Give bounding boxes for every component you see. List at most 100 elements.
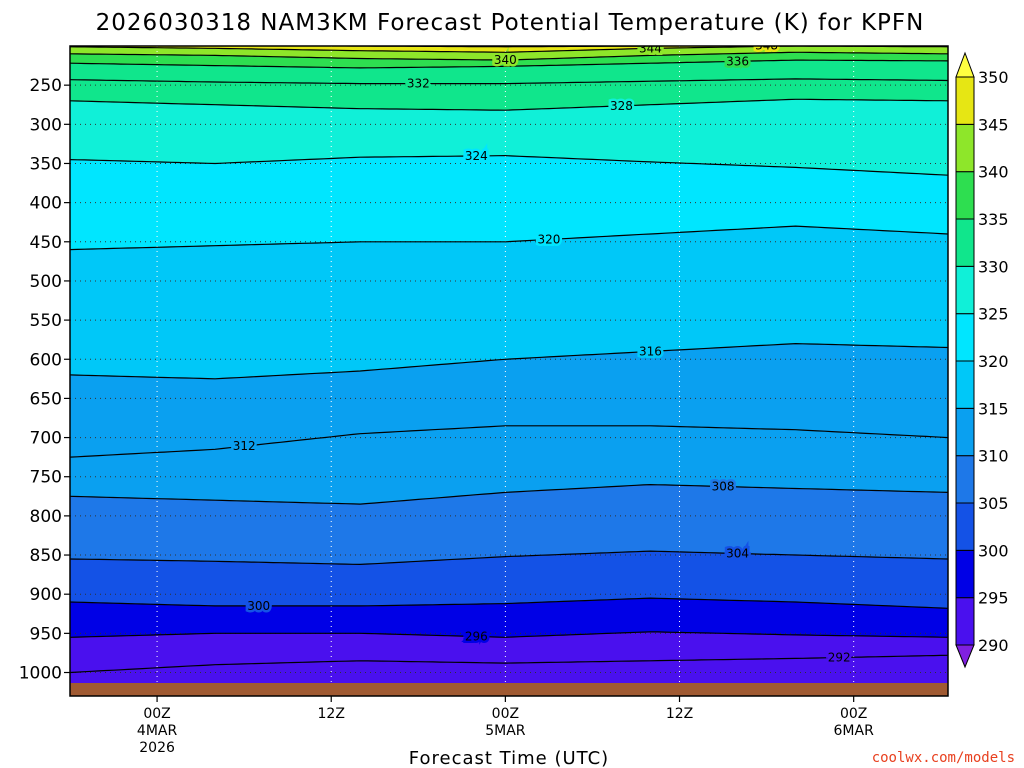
colorbar-seg-300	[955, 502, 975, 551]
y-tick-label-550: 550	[30, 311, 62, 331]
x-tick-label-18-0: 12Z	[318, 706, 345, 722]
contour-344	[70, 46, 948, 53]
contour-320	[70, 225, 948, 251]
fill-band-332-336	[70, 60, 948, 84]
y-tick-label-850: 850	[30, 546, 62, 566]
fill-band-304-308	[70, 484, 948, 565]
x-tick-label-6-1: 4MAR	[137, 723, 178, 739]
contour-328	[70, 98, 948, 111]
y-tick-label-800: 800	[30, 507, 62, 527]
colorbar-label-315: 315	[978, 399, 1009, 418]
colorbar-label-330: 330	[978, 257, 1009, 276]
y-tick-label-500: 500	[30, 272, 62, 292]
colorbar-seg-320	[955, 313, 975, 362]
x-tick-label-6-0: 00Z	[143, 706, 170, 722]
fill-band-308-312	[70, 425, 948, 505]
x-tick-label-54-0: 00Z	[840, 706, 867, 722]
contour-label-300: 300	[247, 599, 270, 613]
contour-label-348: 348	[755, 38, 778, 52]
y-tick-label-750: 750	[30, 468, 62, 488]
colorbar-label-325: 325	[978, 305, 1009, 324]
credit-text: coolwx.com/models	[872, 750, 1015, 766]
colorbar: 290 295 300 305 310 315 320 325 330 335 340 345 350	[955, 51, 1009, 669]
colorbar-seg-295	[955, 549, 975, 599]
y-tick-label-450: 450	[30, 233, 62, 253]
contour-label-296: 296	[465, 629, 488, 643]
y-tick-label-600: 600	[30, 350, 62, 370]
colorbar-label-345: 345	[978, 115, 1009, 134]
y-axis: 250 300 350 400 450 500 550 600 650 700 750 800 850 9…	[19, 76, 70, 684]
colorbar-seg-305	[955, 455, 975, 504]
y-tick-label-350: 350	[30, 154, 62, 174]
contour-292	[70, 654, 948, 674]
y-tick-label-1000: 1000	[19, 664, 62, 684]
chart-title: 2026030318 NAM3KM Forecast Potential Tem…	[96, 10, 925, 36]
x-tick-label-42-0: 12Z	[666, 706, 693, 722]
contour-312	[70, 425, 948, 458]
contour-label-320: 320	[537, 232, 560, 246]
y-tick-label-400: 400	[30, 194, 62, 214]
fill-band-296-300	[70, 598, 948, 638]
fill-band-320-324	[70, 155, 948, 250]
colorbar-arrow-high	[955, 51, 975, 78]
contour-label-328: 328	[610, 99, 633, 113]
colorbar-label-290: 290	[978, 636, 1009, 655]
y-tick-label-950: 950	[30, 624, 62, 644]
colorbar-label-300: 300	[978, 541, 1009, 560]
y-tick-label-650: 650	[30, 389, 62, 409]
y-tick-label-700: 700	[30, 429, 62, 449]
grid-lines	[70, 46, 948, 696]
x-tick-label-54-1: 6MAR	[834, 723, 875, 739]
x-tick-label-6-2: 2026	[139, 740, 175, 756]
colorbar-seg-340	[955, 123, 975, 173]
x-tick-label-30-0: 00Z	[492, 706, 519, 722]
contour-300	[70, 597, 948, 609]
contour-label-340: 340	[494, 53, 517, 67]
contour-332	[70, 78, 948, 85]
colorbar-label-320: 320	[978, 352, 1009, 371]
contour-label-332: 332	[407, 77, 430, 91]
colorbar-seg-335	[955, 171, 975, 220]
colorbar-seg-315	[955, 360, 975, 409]
contour-296	[70, 631, 948, 638]
contour-label-316: 316	[639, 344, 662, 358]
fill-band-312-316	[70, 343, 948, 458]
contour-308	[70, 483, 948, 505]
contour-304	[70, 550, 948, 566]
colorbar-label-295: 295	[978, 589, 1009, 608]
fill-band-328-332	[70, 78, 948, 111]
contour-340	[70, 51, 948, 61]
fill-band-300-304	[70, 551, 948, 609]
contour-label-324: 324	[465, 149, 488, 163]
contour-label-308: 308	[712, 480, 735, 494]
contour-lines: 292 296 300 304 308 312 316 320 324 328 332 336 340 3…	[70, 38, 948, 674]
contour-label-304: 304	[726, 546, 749, 560]
colorbar-arrow-low	[955, 644, 975, 669]
y-tick-label-900: 900	[30, 585, 62, 605]
fill-band-324-328	[70, 99, 948, 176]
colorbar-label-335: 335	[978, 210, 1009, 229]
fill-band-316-320	[70, 226, 948, 379]
contour-label-336: 336	[726, 54, 749, 68]
colorbar-seg-310	[955, 407, 975, 457]
contour-label-312: 312	[233, 439, 256, 453]
y-tick-label-300: 300	[30, 115, 62, 135]
colorbar-label-310: 310	[978, 447, 1009, 466]
colorbar-label-340: 340	[978, 163, 1009, 182]
colorbar-seg-290	[955, 597, 975, 646]
x-axis-label: Forecast Time (UTC)	[409, 748, 609, 768]
x-tick-label-30-1: 5MAR	[485, 723, 526, 739]
colorbar-seg-345	[955, 76, 975, 125]
colorbar-seg-325	[955, 265, 975, 315]
contour-316	[70, 342, 948, 380]
colorbar-label-305: 305	[978, 494, 1009, 513]
contour-label-292: 292	[828, 651, 851, 665]
plot-frame	[69, 45, 949, 697]
contour-336	[70, 59, 948, 69]
colorbar-label-350: 350	[978, 68, 1009, 87]
ground-strip	[70, 683, 948, 696]
y-tick-label-250: 250	[30, 76, 62, 96]
colorbar-seg-330	[955, 218, 975, 267]
potential-temperature-fills	[70, 46, 948, 696]
